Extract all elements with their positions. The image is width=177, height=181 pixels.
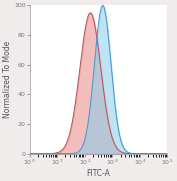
Y-axis label: Normalized To Mode: Normalized To Mode	[4, 41, 12, 118]
X-axis label: FITC-A: FITC-A	[87, 169, 110, 178]
